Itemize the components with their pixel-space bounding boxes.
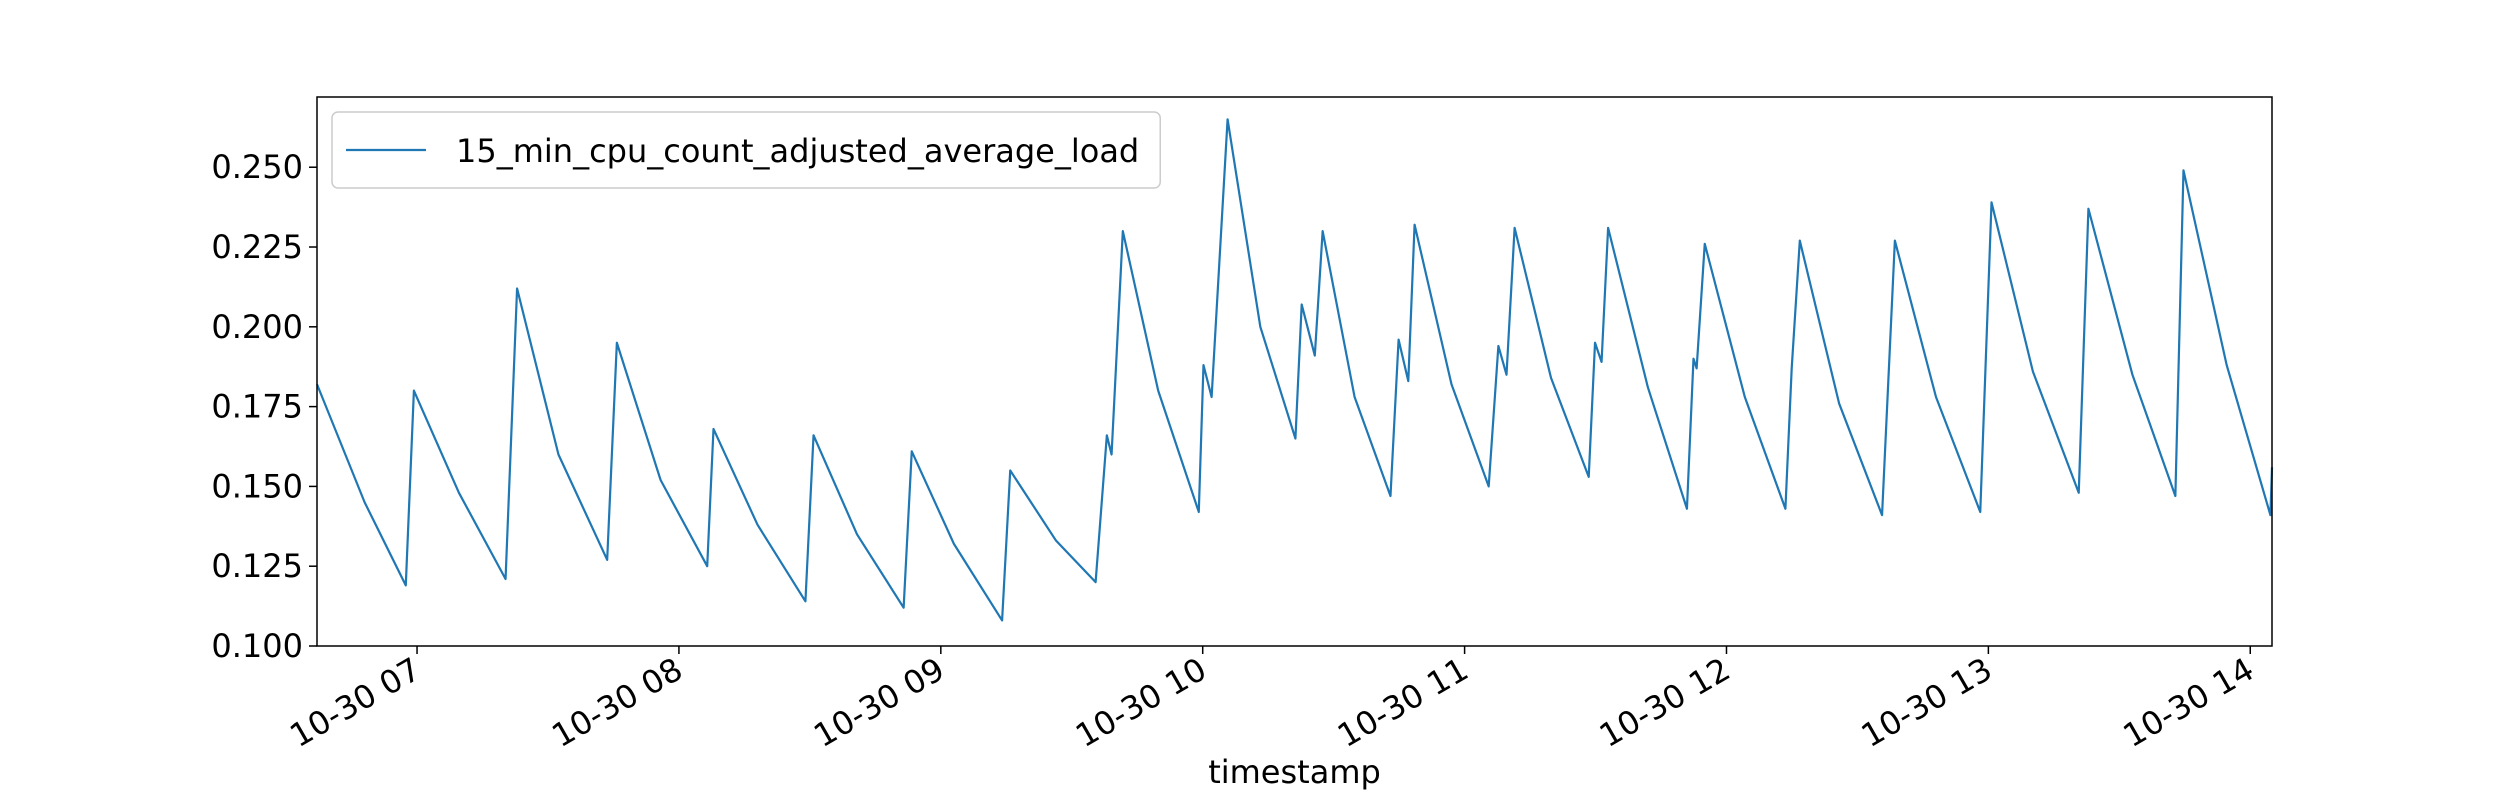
- y-tick-label: 0.175: [211, 388, 303, 426]
- series-line: [315, 118, 2274, 622]
- y-tick-label: 0.125: [211, 547, 303, 585]
- x-tick-label: 10-30 12: [1593, 650, 1737, 755]
- x-tick-label: 10-30 09: [807, 650, 951, 755]
- legend-label: 15_min_cpu_count_adjusted_average_load: [456, 132, 1139, 170]
- plot-frame: [316, 96, 2273, 647]
- x-tick-label: 10-30 14: [2117, 650, 2261, 755]
- x-axis-label: timestamp: [1208, 753, 1381, 791]
- y-tick-label: 0.250: [211, 148, 303, 186]
- y-tick-label: 0.200: [211, 308, 303, 346]
- y-tick-label: 0.100: [211, 627, 303, 665]
- x-tick-label: 10-30 08: [545, 650, 689, 755]
- x-tick-label: 10-30 07: [283, 650, 427, 755]
- legend: 15_min_cpu_count_adjusted_average_load: [331, 111, 1161, 189]
- y-tick-label: 0.225: [211, 228, 303, 266]
- y-tick-label: 0.150: [211, 467, 303, 505]
- x-tick-label: 10-30 11: [1331, 650, 1475, 755]
- x-tick-label: 10-30 10: [1069, 650, 1213, 755]
- legend-box: [331, 111, 1161, 189]
- x-tick-label: 10-30 13: [1855, 650, 1999, 755]
